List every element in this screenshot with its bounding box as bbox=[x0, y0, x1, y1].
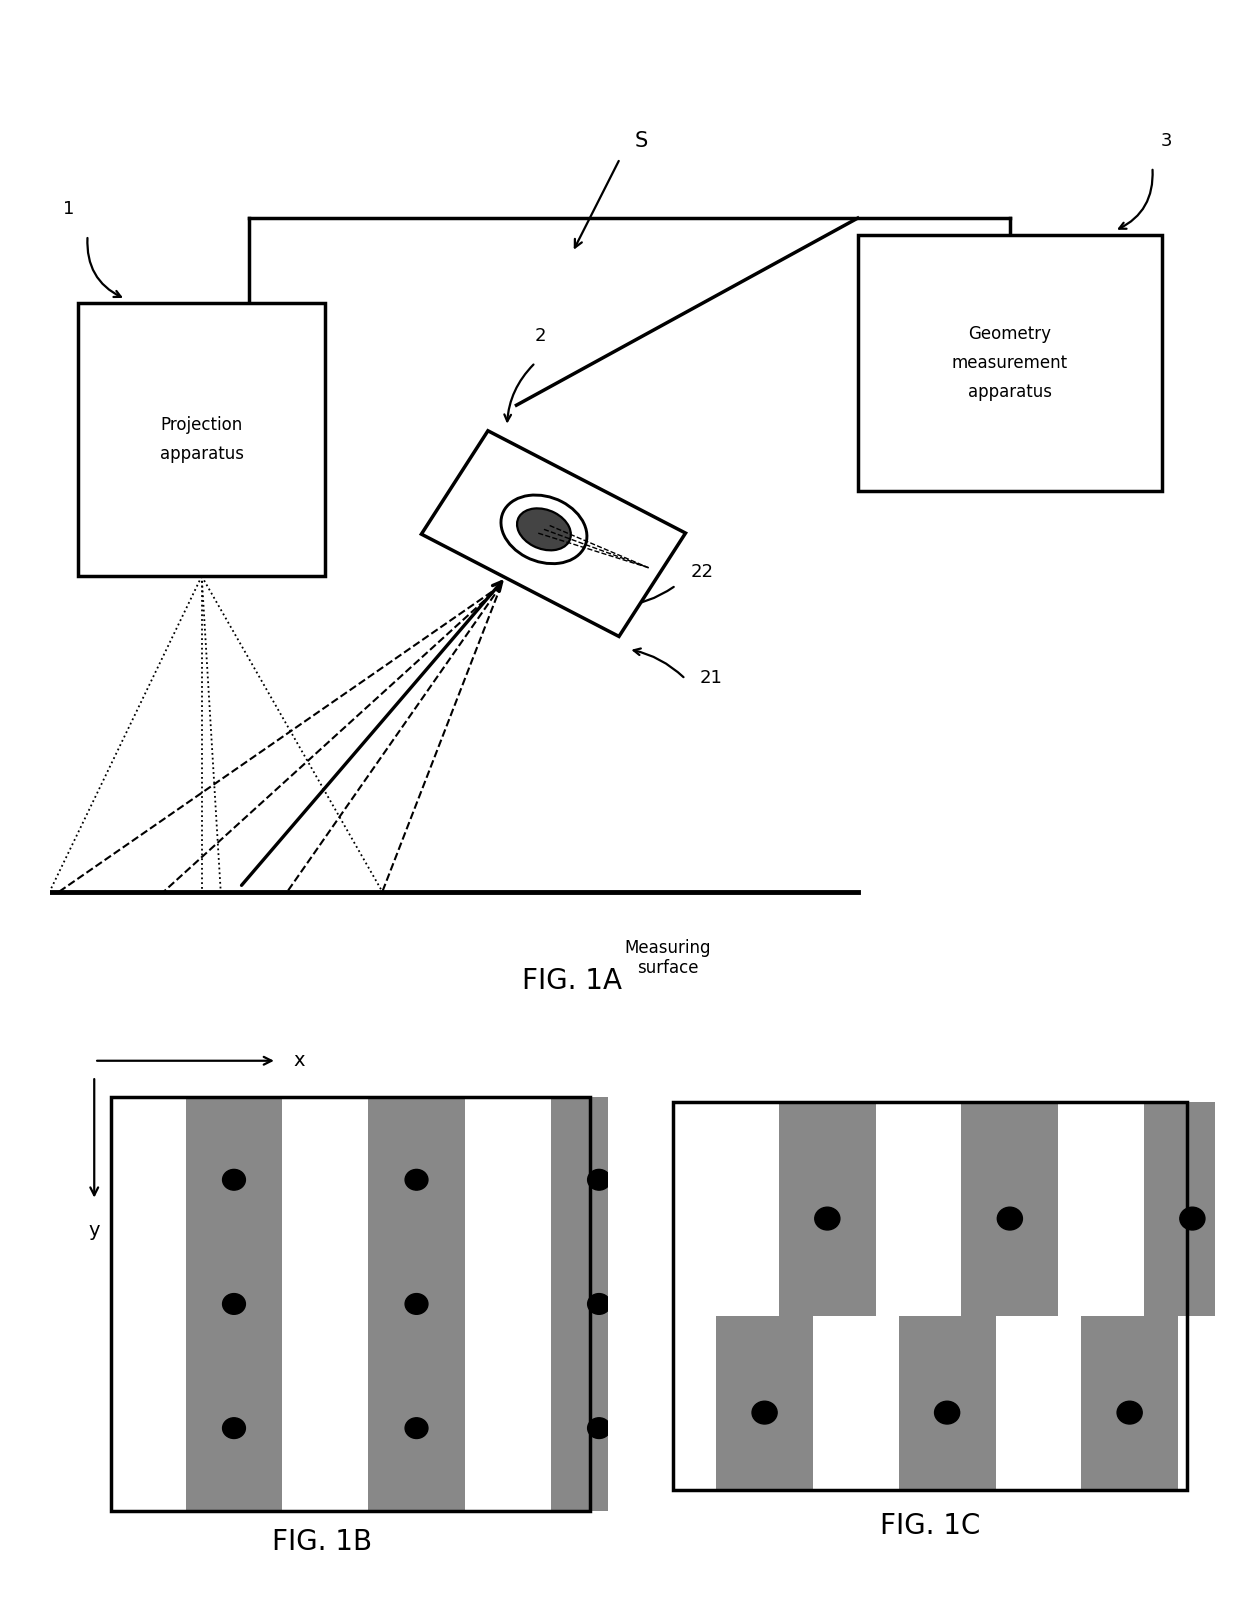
Circle shape bbox=[1117, 1402, 1142, 1425]
Circle shape bbox=[1179, 1208, 1205, 1231]
Bar bbox=[717, 1316, 813, 1491]
Bar bbox=[186, 1096, 283, 1510]
Bar bbox=[112, 1096, 590, 1510]
Bar bbox=[899, 1316, 996, 1491]
Circle shape bbox=[223, 1294, 246, 1315]
Bar bbox=[673, 1103, 1187, 1491]
Circle shape bbox=[405, 1169, 428, 1190]
Circle shape bbox=[405, 1418, 428, 1439]
Text: Projection
apparatus: Projection apparatus bbox=[160, 416, 244, 464]
Circle shape bbox=[588, 1169, 610, 1190]
Polygon shape bbox=[422, 430, 686, 637]
Text: Geometry
measurement
apparatus: Geometry measurement apparatus bbox=[952, 325, 1068, 401]
Bar bbox=[112, 1096, 590, 1510]
Text: 1: 1 bbox=[63, 201, 74, 218]
Circle shape bbox=[997, 1208, 1023, 1231]
Bar bbox=[551, 1096, 647, 1510]
Circle shape bbox=[223, 1418, 246, 1439]
Text: y: y bbox=[88, 1221, 100, 1240]
Circle shape bbox=[935, 1402, 960, 1425]
Text: Measuring
surface: Measuring surface bbox=[624, 938, 711, 977]
Bar bbox=[673, 1103, 1187, 1491]
Text: x: x bbox=[294, 1051, 305, 1070]
Circle shape bbox=[815, 1208, 839, 1231]
Bar bbox=[961, 1103, 1059, 1316]
Bar bbox=[78, 304, 325, 576]
Circle shape bbox=[751, 1402, 777, 1425]
Circle shape bbox=[405, 1294, 428, 1315]
Text: 21: 21 bbox=[699, 669, 723, 687]
Text: 2: 2 bbox=[534, 327, 546, 346]
Bar bbox=[858, 234, 1162, 492]
Bar bbox=[779, 1103, 875, 1316]
Bar bbox=[1081, 1316, 1178, 1491]
Circle shape bbox=[588, 1294, 610, 1315]
Text: 22: 22 bbox=[691, 563, 713, 581]
Text: FIG. 1A: FIG. 1A bbox=[522, 967, 622, 994]
Text: FIG. 1C: FIG. 1C bbox=[880, 1512, 980, 1541]
Text: FIG. 1B: FIG. 1B bbox=[273, 1528, 372, 1556]
Circle shape bbox=[223, 1169, 246, 1190]
Ellipse shape bbox=[501, 495, 587, 564]
Text: S: S bbox=[635, 131, 647, 152]
Ellipse shape bbox=[517, 508, 570, 550]
Bar bbox=[368, 1096, 465, 1510]
Text: 3: 3 bbox=[1161, 131, 1172, 150]
Bar bbox=[1145, 1103, 1240, 1316]
Circle shape bbox=[588, 1418, 610, 1439]
